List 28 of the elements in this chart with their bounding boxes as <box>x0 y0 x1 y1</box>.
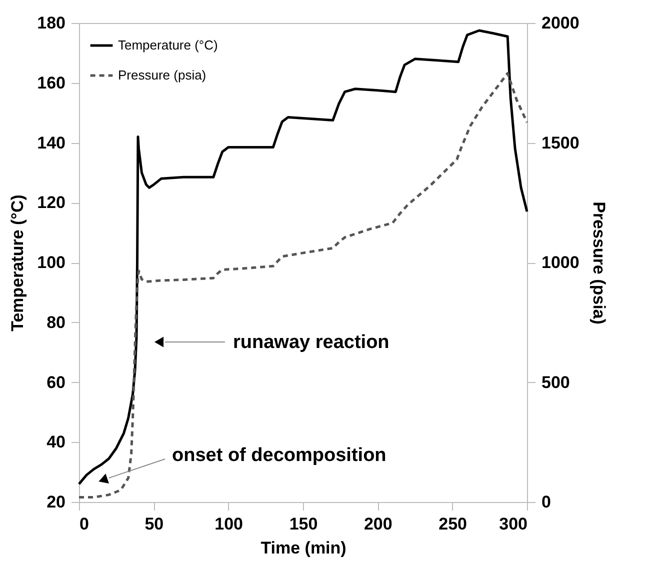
x-tick-label: 250 <box>438 514 468 534</box>
y-tick-label: 40 <box>46 432 66 452</box>
y2-tick-label: 0 <box>542 492 551 512</box>
y-tick-label: 80 <box>46 312 66 332</box>
x-tick-label: 100 <box>214 514 244 534</box>
x-tick-label: 200 <box>364 514 392 534</box>
y-axis-title: Temperature (°C) <box>8 194 28 332</box>
y2-tick-label: 1000 <box>542 253 580 272</box>
y-tick-label: 180 <box>37 14 66 32</box>
legend-label: Temperature (°C) <box>118 38 218 52</box>
legend-label: Pressure (psia) <box>118 68 206 82</box>
y-tick-label: 140 <box>37 133 66 152</box>
x-tick-label: 300 <box>499 514 528 534</box>
y2-tick-label: 500 <box>542 372 570 392</box>
x-tick-label: 50 <box>144 514 164 534</box>
y2-axis-title: Pressure (psia) <box>589 202 608 324</box>
y-tick-label: 120 <box>37 193 66 212</box>
x-tick-label: 0 <box>80 514 89 534</box>
annotation: runaway reaction <box>233 332 390 353</box>
y-tick-label: 60 <box>46 372 66 392</box>
y-tick-label: 160 <box>37 73 66 92</box>
y-tick-label: 100 <box>37 253 66 272</box>
annotation: onset of decomposition <box>172 445 386 466</box>
x-tick-label: 150 <box>289 514 318 534</box>
y-tick-label: 20 <box>46 492 66 512</box>
x-axis-title: Time (min) <box>260 538 346 558</box>
y2-tick-label: 1500 <box>542 133 580 152</box>
y2-tick-label: 2000 <box>542 14 580 32</box>
